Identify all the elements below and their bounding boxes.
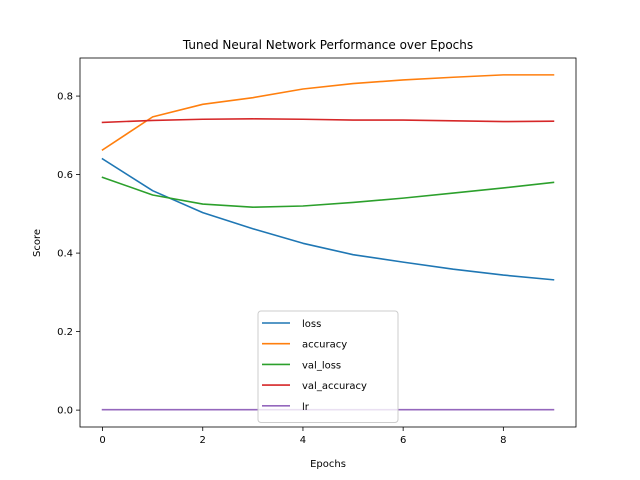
legend-label-val-accuracy: val_accuracy (302, 381, 367, 392)
legend-label-loss: loss (302, 319, 321, 330)
y-axis-label: Score (32, 229, 43, 257)
plot-frame (79, 57, 577, 428)
x-tick-label: 0 (99, 435, 105, 446)
legend-label-accuracy: accuracy (302, 340, 347, 351)
y-tick-label: 0.8 (57, 92, 73, 103)
series-line-val-accuracy (101, 118, 555, 124)
series-line-loss (101, 157, 555, 281)
x-tick-label: 6 (400, 435, 406, 446)
legend-box (257, 310, 399, 423)
chart-title: Tuned Neural Network Performance over Ep… (182, 38, 473, 52)
x-tick-label: 4 (300, 435, 306, 446)
x-tick-label: 2 (200, 435, 206, 446)
y-tick-label: 0.2 (57, 327, 73, 338)
legend-label-val-loss: val_loss (302, 360, 341, 371)
series-line-accuracy (101, 74, 555, 151)
y-tick-label: 0.0 (57, 406, 73, 417)
series-line-val-loss (101, 176, 555, 208)
y-tick-label: 0.4 (57, 249, 73, 260)
y-tick-label: 0.6 (57, 170, 73, 181)
legend-label-lr: lr (302, 402, 310, 413)
x-axis-label: Epochs (310, 459, 346, 470)
x-tick-label: 8 (500, 435, 506, 446)
